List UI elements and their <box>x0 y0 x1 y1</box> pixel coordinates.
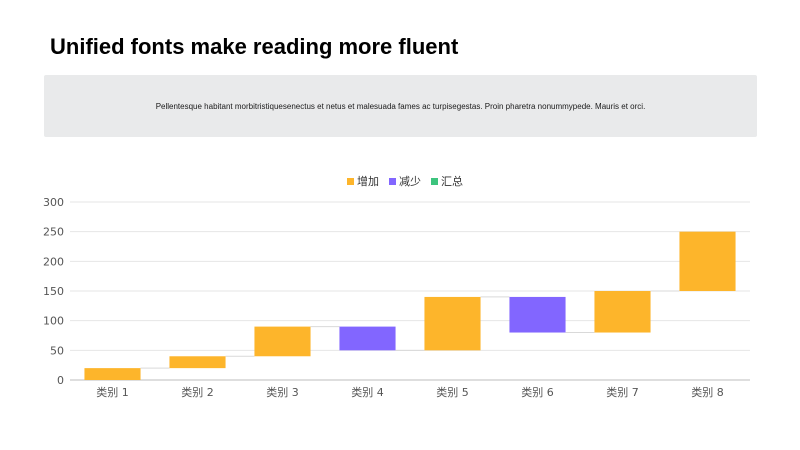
x-tick-label: 类别 1 <box>96 385 129 399</box>
legend-label-2: 减少 <box>399 175 421 188</box>
bar-8 <box>679 231 736 291</box>
bar-6 <box>509 296 566 333</box>
y-tick-label: 150 <box>43 285 64 298</box>
bar-7 <box>594 291 651 333</box>
x-tick-label: 类别 3 <box>266 385 299 399</box>
bar-4 <box>339 326 396 351</box>
x-tick-label: 类别 7 <box>606 385 639 399</box>
legend-swatch-1 <box>347 178 354 185</box>
y-tick-label: 300 <box>43 196 64 209</box>
legend-swatch-3 <box>431 178 438 185</box>
bar-1 <box>84 368 141 380</box>
x-tick-label: 类别 8 <box>691 385 724 399</box>
bar-2 <box>169 356 226 369</box>
legend-label-1: 增加 <box>357 174 379 188</box>
y-tick-label: 50 <box>50 344 64 357</box>
x-tick-label: 类别 6 <box>521 385 554 399</box>
text-callout-box: Pellentesque habitant morbitristiquesene… <box>44 75 757 137</box>
legend-label-3: 汇总 <box>441 174 463 188</box>
x-tick-label: 类别 4 <box>351 385 384 399</box>
x-tick-label: 类别 2 <box>181 385 214 399</box>
bar-5 <box>424 296 481 351</box>
y-tick-label: 0 <box>57 374 64 387</box>
bar-3 <box>254 326 311 357</box>
y-tick-label: 100 <box>43 315 64 328</box>
y-tick-label: 200 <box>43 255 64 268</box>
legend-swatch-2 <box>389 178 396 185</box>
x-tick-label: 类别 5 <box>436 385 469 399</box>
callout-text: Pellentesque habitant morbitristiquesene… <box>155 101 646 111</box>
page-title: Unified fonts make reading more fluent <box>50 34 459 59</box>
y-tick-label: 250 <box>43 226 64 239</box>
